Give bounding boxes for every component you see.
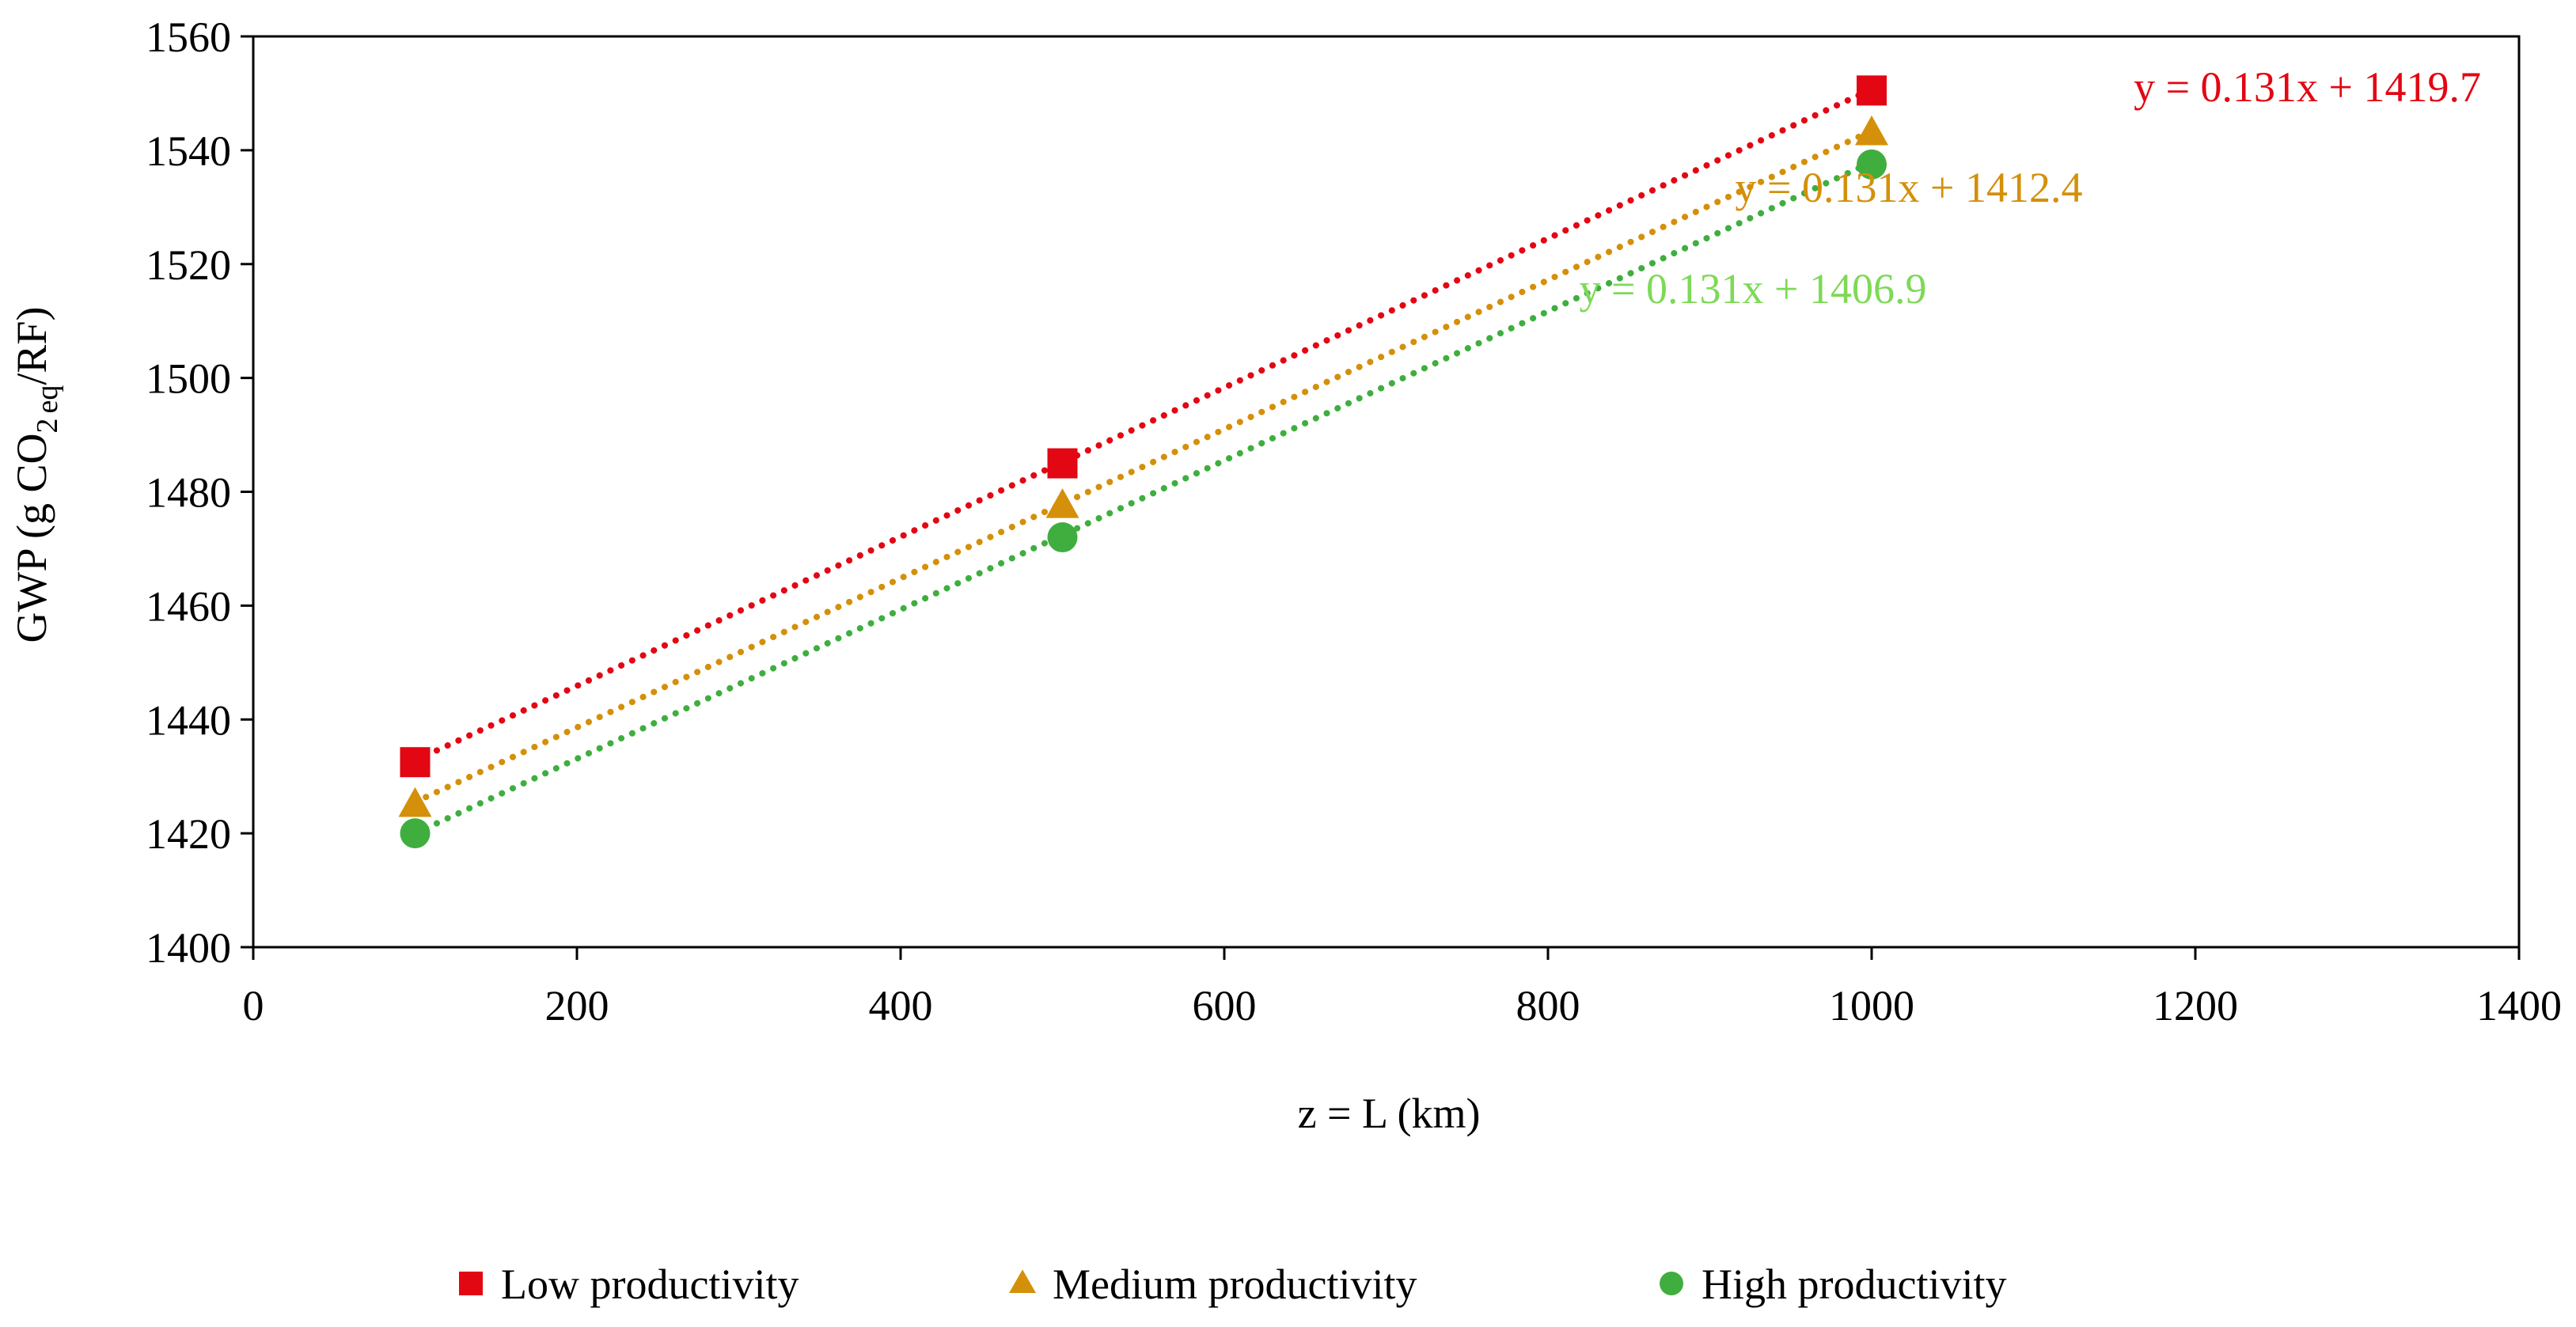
plot-frame <box>252 35 2521 949</box>
y-tick-label: 1420 <box>146 810 231 858</box>
y-tick-label: 1440 <box>146 696 231 744</box>
data-point-medium-productivity <box>1855 115 1888 146</box>
x-tick-label: 200 <box>545 982 609 1029</box>
axis-labels: z = L (km) GWP (g CO2 eq/RF) <box>8 307 1480 1137</box>
x-axis-label: z = L (km) <box>1298 1090 1481 1137</box>
x-tick-label: 0 <box>243 982 264 1029</box>
y-tick-label: 1500 <box>146 355 231 403</box>
trendline-medium-productivity <box>412 127 1875 806</box>
x-tick-label: 600 <box>1193 982 1257 1029</box>
legend-label-medium-productivity: Medium productivity <box>1053 1261 1417 1308</box>
trendline-high-productivity <box>412 158 1875 837</box>
y-tick-label: 1540 <box>146 127 231 175</box>
y-tick-label: 1400 <box>146 924 231 972</box>
trendline-equations: y = 0.131x + 1419.7 y = 0.131x + 1412.4 y … <box>1580 63 2481 313</box>
y-axis-label-sub-2: 2 <box>31 418 64 433</box>
trendline-low-productivity <box>412 85 1875 764</box>
y-axis-label-prefix: GWP (g CO <box>8 433 55 643</box>
legend: Low productivity Medium productivity High … <box>459 1261 2006 1308</box>
y-axis-label-sub-eq: eq <box>31 385 64 414</box>
data-point-medium-productivity <box>398 787 432 817</box>
y-tick-label: 1480 <box>146 469 231 517</box>
legend-marker-high-productivity <box>1660 1272 1683 1295</box>
y-tick-label: 1560 <box>146 13 231 61</box>
data-point-low-productivity <box>400 747 431 778</box>
data-point-high-productivity <box>400 818 431 849</box>
data-point-low-productivity <box>1857 75 1887 106</box>
x-tick-label: 400 <box>869 982 933 1029</box>
legend-label-low-productivity: Low productivity <box>501 1261 799 1308</box>
data-markers <box>398 75 1888 849</box>
x-tick-label: 800 <box>1516 982 1580 1029</box>
x-tick-label: 1200 <box>2153 982 2238 1029</box>
legend-marker-low-productivity <box>459 1272 483 1295</box>
data-point-high-productivity <box>1047 522 1078 553</box>
legend-label-high-productivity: High productivity <box>1702 1261 2006 1308</box>
y-tick-label: 1460 <box>146 582 231 630</box>
trendline-equation-medium-productivity: y = 0.131x + 1412.4 <box>1736 164 2083 211</box>
y-axis-label: GWP (g CO2 eq/RF) <box>8 307 64 643</box>
axes: 0 200 400 600 800 1000 1200 1400 1400 1420 1440 146… <box>146 13 2562 1029</box>
trendline-equation-low-productivity: y = 0.131x + 1419.7 <box>2134 63 2481 111</box>
y-tick-label: 1520 <box>146 241 231 289</box>
data-point-medium-productivity <box>1045 488 1079 518</box>
trendlines <box>412 85 1875 837</box>
y-axis-label-suffix: /RF) <box>8 307 55 385</box>
x-tick-label: 1000 <box>1829 982 1914 1029</box>
x-tick-label: 1400 <box>2476 982 2562 1029</box>
data-point-high-productivity <box>1857 149 1887 180</box>
legend-marker-medium-productivity <box>1009 1269 1036 1293</box>
trendline-equation-high-productivity: y = 0.131x + 1406.9 <box>1580 265 1927 313</box>
data-point-low-productivity <box>1047 448 1078 479</box>
